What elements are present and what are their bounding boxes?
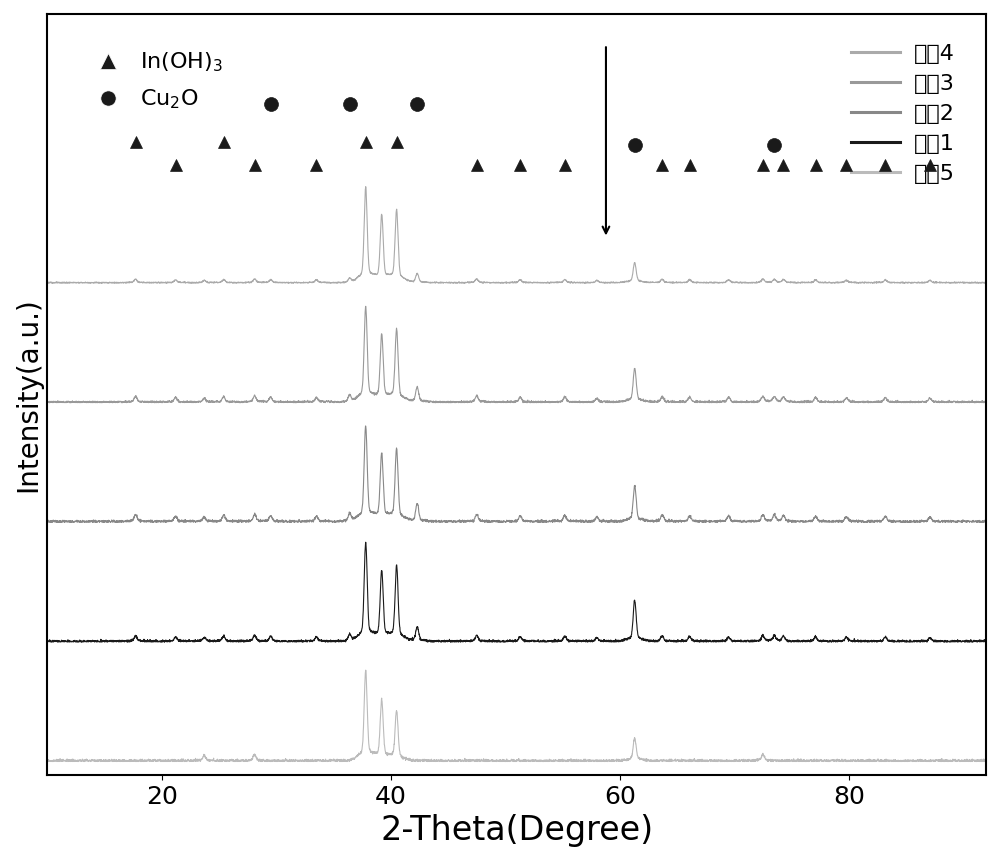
Legend: 样品4, 样品3, 样品2, 样品1, 样品5: 样品4, 样品3, 样品2, 样品1, 样品5 (840, 33, 966, 195)
X-axis label: 2-Theta(Degree): 2-Theta(Degree) (380, 815, 653, 847)
Y-axis label: Intensity(a.u.): Intensity(a.u.) (14, 297, 42, 492)
